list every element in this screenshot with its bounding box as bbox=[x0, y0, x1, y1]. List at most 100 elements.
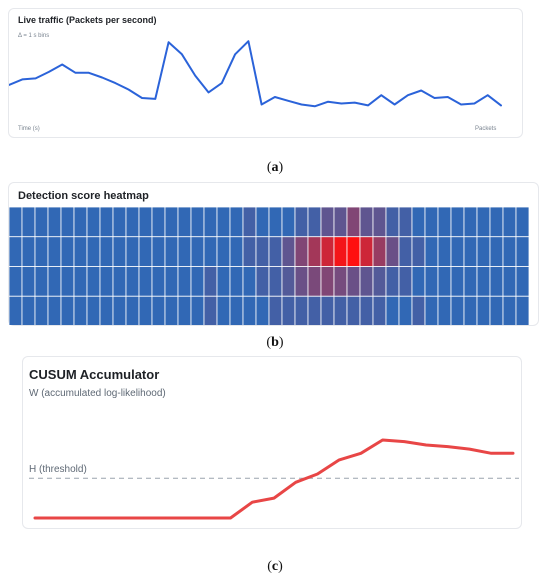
heatmap-cell bbox=[372, 266, 387, 297]
heatmap-cell bbox=[359, 266, 374, 297]
heatmap-cell bbox=[450, 266, 465, 297]
heatmap-cell bbox=[515, 266, 530, 297]
heatmap-cell bbox=[112, 206, 127, 238]
heatmap-cell bbox=[320, 236, 335, 267]
heatmap-cell bbox=[21, 295, 36, 327]
traffic-y-axis-label: Packets bbox=[475, 126, 496, 132]
heatmap-cell bbox=[268, 266, 283, 297]
cusum-data-point bbox=[164, 517, 166, 519]
heatmap-cell bbox=[34, 266, 49, 297]
heatmap-cell bbox=[476, 206, 491, 238]
cusum-data-point bbox=[360, 452, 362, 454]
cusum-data-point bbox=[273, 497, 275, 499]
heatmap-cell bbox=[99, 266, 114, 297]
heatmap-cell bbox=[268, 236, 283, 267]
heatmap-cell bbox=[281, 266, 296, 297]
traffic-data-point bbox=[274, 96, 276, 98]
cusum-data-point bbox=[447, 446, 449, 448]
heatmap-cell bbox=[216, 295, 231, 327]
traffic-data-point bbox=[61, 63, 63, 66]
heatmap-cell bbox=[112, 295, 127, 327]
caption-b: (b) bbox=[0, 335, 550, 351]
cusum-data-point bbox=[251, 501, 253, 503]
heatmap-cell bbox=[73, 266, 88, 297]
traffic-data-point bbox=[154, 98, 156, 100]
traffic-data-point bbox=[74, 72, 77, 74]
traffic-data-point bbox=[247, 40, 249, 42]
heatmap-cell bbox=[125, 295, 140, 327]
heatmap-cell bbox=[112, 266, 127, 297]
heatmap-cell bbox=[437, 295, 452, 327]
traffic-data-point bbox=[367, 104, 369, 106]
heatmap-cell bbox=[346, 295, 361, 327]
heatmap-cell bbox=[190, 206, 205, 238]
heatmap-cell bbox=[502, 236, 517, 267]
cusum-title: CUSUM Accumulator bbox=[29, 367, 159, 382]
heatmap-cell bbox=[73, 206, 88, 238]
heatmap-cell bbox=[125, 236, 140, 267]
heatmap-cell bbox=[190, 236, 205, 267]
heatmap-cell bbox=[476, 295, 491, 327]
traffic-data-point bbox=[433, 97, 436, 99]
caption-b-close: ) bbox=[278, 335, 284, 350]
heatmap-cell bbox=[242, 266, 257, 297]
traffic-x-axis-label: Time (s) bbox=[18, 126, 40, 132]
traffic-data-point bbox=[181, 53, 183, 55]
heatmap-cell bbox=[346, 206, 361, 238]
heatmap-cell bbox=[424, 206, 439, 238]
heatmap-cell bbox=[268, 206, 283, 238]
traffic-data-point bbox=[420, 89, 422, 92]
heatmap-cell bbox=[112, 236, 127, 267]
heatmap-cell bbox=[60, 295, 75, 327]
heatmap-cell bbox=[502, 295, 517, 327]
heatmap-cell bbox=[333, 266, 348, 297]
traffic-data-point bbox=[487, 94, 489, 96]
heatmap-cell bbox=[437, 236, 452, 267]
traffic-data-point bbox=[141, 97, 143, 99]
heatmap-cell bbox=[385, 206, 400, 238]
cusum-data-point bbox=[77, 517, 80, 519]
traffic-data-point bbox=[380, 94, 382, 96]
caption-a-open: ( bbox=[266, 160, 272, 175]
heatmap-cell bbox=[138, 295, 153, 327]
traffic-data-point bbox=[394, 103, 396, 106]
cusum-y-axis-label: W (accumulated log-likelihood) bbox=[29, 388, 166, 399]
heatmap-cell bbox=[138, 236, 153, 267]
heatmap-cell bbox=[294, 206, 309, 238]
traffic-data-point bbox=[194, 75, 196, 77]
heatmap-title: Detection score heatmap bbox=[18, 190, 149, 202]
cusum-chart: CUSUM Accumulator W (accumulated log-lik… bbox=[29, 367, 519, 520]
heatmap-cell bbox=[203, 236, 218, 267]
caption-b-open: ( bbox=[266, 335, 272, 350]
caption-a: (a) bbox=[0, 160, 550, 176]
heatmap-cell bbox=[463, 236, 478, 267]
heatmap-cell bbox=[47, 295, 62, 327]
heatmap-cell bbox=[229, 295, 244, 327]
caption-c: (c) bbox=[0, 559, 550, 575]
heatmap-cell bbox=[333, 236, 348, 267]
heatmap-cell bbox=[437, 266, 452, 297]
heatmap-cell bbox=[229, 266, 244, 297]
traffic-data-point bbox=[234, 53, 236, 55]
heatmap-cell bbox=[216, 236, 231, 267]
heatmap-cell bbox=[255, 266, 270, 297]
traffic-data-point bbox=[207, 91, 210, 93]
cusum-threshold-label: H (threshold) bbox=[29, 464, 87, 475]
heatmap-cell bbox=[8, 206, 23, 238]
cusum-data-point bbox=[295, 481, 297, 483]
caption-a-close: ) bbox=[278, 160, 284, 175]
heatmap-cell bbox=[242, 206, 257, 238]
heatmap-chart: Detection score heatmap bbox=[8, 190, 530, 327]
cusum-data-point bbox=[468, 448, 471, 450]
heatmap-cell bbox=[99, 206, 114, 238]
heatmap-cell bbox=[502, 266, 517, 297]
heatmap-cell bbox=[177, 266, 192, 297]
heatmap-cell bbox=[502, 206, 517, 238]
heatmap-cell bbox=[73, 295, 88, 327]
heatmap-cell bbox=[515, 295, 530, 327]
heatmap-cell bbox=[476, 266, 491, 297]
heatmap-cell bbox=[99, 236, 114, 267]
traffic-data-point bbox=[473, 102, 475, 105]
heatmap-cell bbox=[372, 295, 387, 327]
heatmap-cell bbox=[450, 295, 465, 327]
